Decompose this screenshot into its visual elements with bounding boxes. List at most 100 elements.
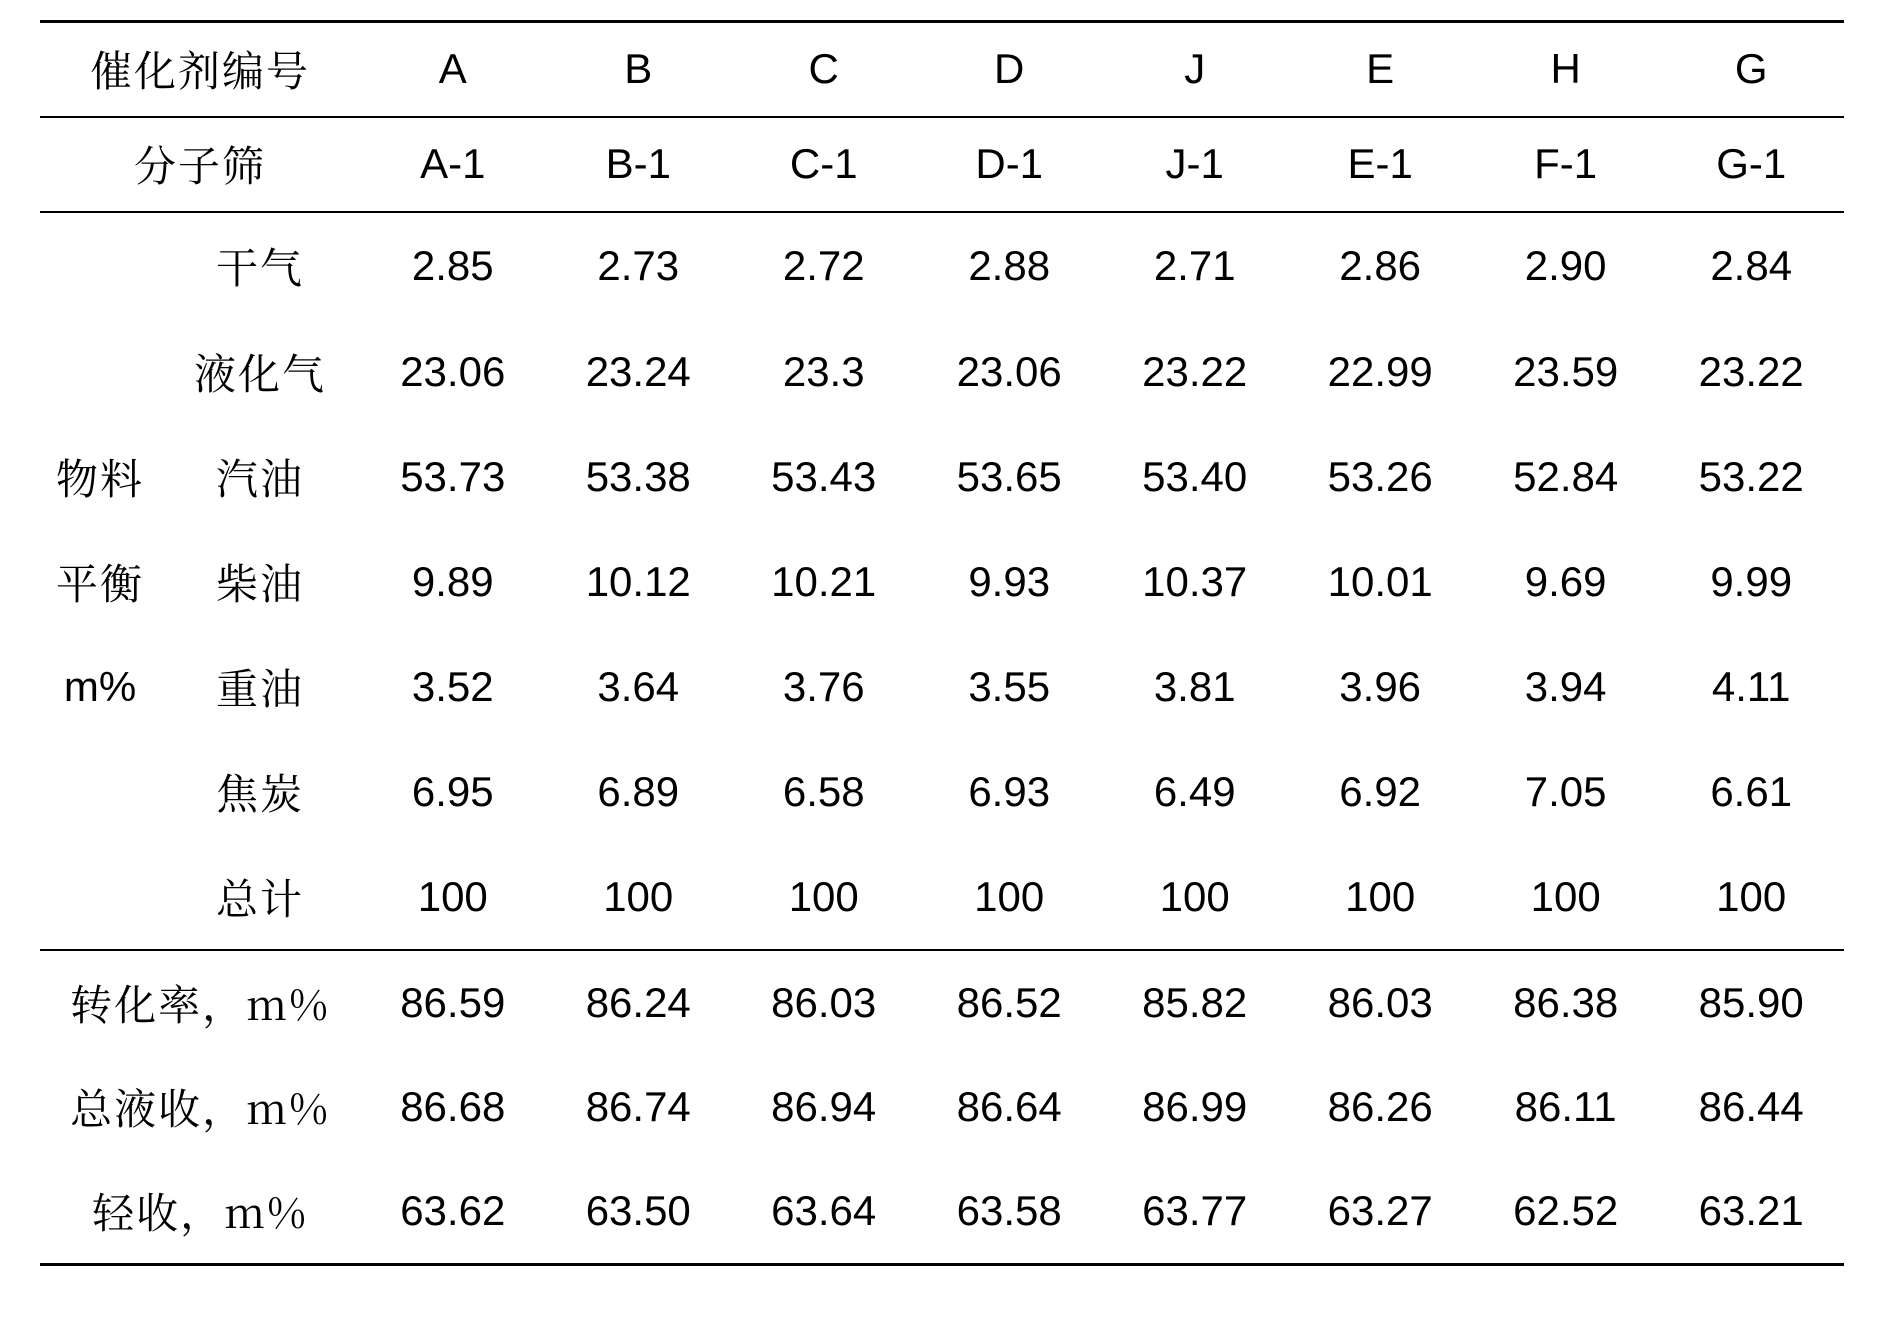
value-cell: 23.06 <box>916 320 1101 425</box>
footer-row-label: 轻收，m% <box>40 1160 360 1265</box>
table-footer-row: 转化率，m% 86.59 86.24 86.03 86.52 85.82 86.… <box>40 950 1844 1055</box>
value-cell: 100 <box>1473 845 1658 950</box>
value-cell: 86.99 <box>1102 1055 1287 1160</box>
value-cell: 85.90 <box>1658 950 1844 1055</box>
value-cell: 2.90 <box>1473 212 1658 320</box>
sieve-cell: E-1 <box>1287 117 1472 212</box>
value-cell: 7.05 <box>1473 740 1658 845</box>
body-row-label: 干气 <box>160 212 360 320</box>
value-cell: 10.21 <box>731 530 916 635</box>
value-cell: 63.27 <box>1287 1160 1472 1265</box>
value-cell: 100 <box>1287 845 1472 950</box>
value-cell: 6.92 <box>1287 740 1472 845</box>
header-sieve-label: 分子筛 <box>40 117 360 212</box>
data-table: 催化剂编号 A B C D J E H G 分子筛 A-1 B-1 C-1 D-… <box>40 20 1844 1266</box>
value-cell: 86.74 <box>546 1055 731 1160</box>
sieve-cell: F-1 <box>1473 117 1658 212</box>
value-cell: 6.61 <box>1658 740 1844 845</box>
value-cell: 23.22 <box>1102 320 1287 425</box>
value-cell: 9.69 <box>1473 530 1658 635</box>
value-cell: 86.52 <box>916 950 1101 1055</box>
value-cell: 86.11 <box>1473 1055 1658 1160</box>
body-row-label: 汽油 <box>160 425 360 530</box>
group-label-line: 物料 <box>40 425 160 530</box>
value-cell: 53.73 <box>360 425 545 530</box>
value-cell: 3.64 <box>546 635 731 740</box>
table-header-row-1: 催化剂编号 A B C D J E H G <box>40 22 1844 117</box>
col-header: E <box>1287 22 1472 117</box>
sieve-cell: C-1 <box>731 117 916 212</box>
value-cell: 86.59 <box>360 950 545 1055</box>
table-body-row: 物料 汽油 53.73 53.38 53.43 53.65 53.40 53.2… <box>40 425 1844 530</box>
value-cell: 10.01 <box>1287 530 1472 635</box>
value-cell: 6.49 <box>1102 740 1287 845</box>
value-cell: 3.55 <box>916 635 1101 740</box>
value-cell: 9.89 <box>360 530 545 635</box>
sieve-cell: D-1 <box>916 117 1101 212</box>
value-cell: 63.64 <box>731 1160 916 1265</box>
value-cell: 2.72 <box>731 212 916 320</box>
value-cell: 10.12 <box>546 530 731 635</box>
group-label-line: m% <box>40 635 160 740</box>
value-cell: 86.64 <box>916 1055 1101 1160</box>
value-cell: 3.94 <box>1473 635 1658 740</box>
sieve-cell: J-1 <box>1102 117 1287 212</box>
value-cell: 6.95 <box>360 740 545 845</box>
page: 催化剂编号 A B C D J E H G 分子筛 A-1 B-1 C-1 D-… <box>0 0 1884 1296</box>
value-cell: 2.71 <box>1102 212 1287 320</box>
value-cell: 6.58 <box>731 740 916 845</box>
value-cell: 2.85 <box>360 212 545 320</box>
col-header: H <box>1473 22 1658 117</box>
value-cell: 63.58 <box>916 1160 1101 1265</box>
value-cell: 3.81 <box>1102 635 1287 740</box>
sieve-cell: G-1 <box>1658 117 1844 212</box>
value-cell: 23.06 <box>360 320 545 425</box>
col-header: B <box>546 22 731 117</box>
body-row-label: 焦炭 <box>160 740 360 845</box>
value-cell: 100 <box>360 845 545 950</box>
sieve-cell: B-1 <box>546 117 731 212</box>
table-body-row: 平衡 柴油 9.89 10.12 10.21 9.93 10.37 10.01 … <box>40 530 1844 635</box>
header-catalyst-label: 催化剂编号 <box>40 22 360 117</box>
value-cell: 2.88 <box>916 212 1101 320</box>
table-body-row: 焦炭 6.95 6.89 6.58 6.93 6.49 6.92 7.05 6.… <box>40 740 1844 845</box>
value-cell: 85.82 <box>1102 950 1287 1055</box>
group-label-line: 平衡 <box>40 530 160 635</box>
value-cell: 22.99 <box>1287 320 1472 425</box>
value-cell: 53.65 <box>916 425 1101 530</box>
value-cell: 23.22 <box>1658 320 1844 425</box>
value-cell: 53.26 <box>1287 425 1472 530</box>
value-cell: 63.77 <box>1102 1160 1287 1265</box>
value-cell: 23.3 <box>731 320 916 425</box>
value-cell: 100 <box>916 845 1101 950</box>
col-header: G <box>1658 22 1844 117</box>
table-header-row-2: 分子筛 A-1 B-1 C-1 D-1 J-1 E-1 F-1 G-1 <box>40 117 1844 212</box>
value-cell: 86.68 <box>360 1055 545 1160</box>
value-cell: 52.84 <box>1473 425 1658 530</box>
value-cell: 2.84 <box>1658 212 1844 320</box>
value-cell: 4.11 <box>1658 635 1844 740</box>
value-cell: 9.93 <box>916 530 1101 635</box>
value-cell: 63.50 <box>546 1160 731 1265</box>
value-cell: 100 <box>546 845 731 950</box>
value-cell: 86.24 <box>546 950 731 1055</box>
col-header: A <box>360 22 545 117</box>
value-cell: 86.26 <box>1287 1055 1472 1160</box>
body-row-label: 总计 <box>160 845 360 950</box>
value-cell: 6.89 <box>546 740 731 845</box>
value-cell: 86.38 <box>1473 950 1658 1055</box>
value-cell: 53.40 <box>1102 425 1287 530</box>
table-footer-row: 总液收，m% 86.68 86.74 86.94 86.64 86.99 86.… <box>40 1055 1844 1160</box>
value-cell: 2.73 <box>546 212 731 320</box>
value-cell: 2.86 <box>1287 212 1472 320</box>
col-header: D <box>916 22 1101 117</box>
value-cell: 62.52 <box>1473 1160 1658 1265</box>
value-cell: 6.93 <box>916 740 1101 845</box>
value-cell: 86.44 <box>1658 1055 1844 1160</box>
value-cell: 100 <box>731 845 916 950</box>
sieve-cell: A-1 <box>360 117 545 212</box>
body-row-label: 柴油 <box>160 530 360 635</box>
table-body-row: 总计 100 100 100 100 100 100 100 100 <box>40 845 1844 950</box>
value-cell: 86.03 <box>1287 950 1472 1055</box>
value-cell: 23.59 <box>1473 320 1658 425</box>
